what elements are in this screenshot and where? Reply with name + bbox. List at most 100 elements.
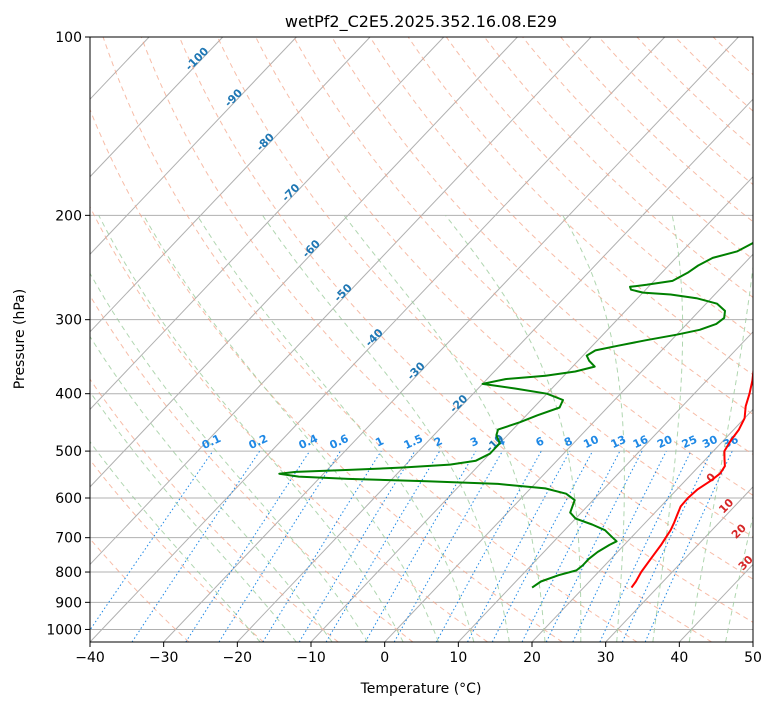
dry-adiabat-line [331,37,753,456]
isotherm-label: -20 [447,392,470,415]
isotherm-label: -80 [254,130,277,153]
mixing-ratio-label: 6 [534,434,547,449]
isotherm-line [90,37,371,333]
moist-adiabat-line [90,440,261,642]
dry-adiabat-line [445,37,753,337]
mixing-ratio-label: 3 [468,434,480,449]
moist-adiabat-line [90,272,369,642]
dry-adiabat-line [560,37,753,223]
mixing-ratio-line [435,450,542,642]
isotherm-label: -70 [279,181,302,204]
moist-adiabat-line [98,215,404,642]
plot-area: 0.1 0.2 0.4 0.6 1 1.5 2 3 4 6 8 10 13 16 20 25 30 36-100-… [0,37,775,642]
isotherm-label: -40 [363,326,386,349]
moist-adiabat-line [143,215,439,642]
dry-adiabat-line [484,37,753,298]
isotherm-line [605,486,753,642]
mixing-ratio-line [218,450,341,642]
isotherm-line [163,37,739,642]
moist-adiabat-line [652,215,684,642]
isotherm-line [90,37,224,178]
isotherm-line [678,563,753,642]
x-tick-label: −30 [149,650,179,666]
dry-adiabat-line [369,37,753,415]
mixing-ratio-line [131,450,261,642]
x-tick-label: 40 [670,650,688,666]
dry-adiabat-line [90,538,190,642]
dry-adiabat-line [90,205,488,642]
dry-adiabat-line [293,37,753,496]
y-tick-label: 700 [55,531,82,547]
x-tick-label: −10 [296,650,326,666]
mixing-ratio-line [325,450,441,642]
isotherm-line [90,37,297,256]
mixing-ratio-label: 8 [562,434,574,449]
moist-adiabat-line [90,335,333,642]
dry-adiabat-line [674,37,753,112]
moist-adiabat-line [562,215,625,642]
moist-adiabat-line [262,215,510,642]
mixing-ratio-label: 10 [581,433,601,451]
dry-adiabat-line [255,37,753,538]
x-tick-label: 20 [523,650,541,666]
y-tick-label: 800 [55,565,82,581]
mixing-ratio-line [262,450,382,642]
moist-adiabat-line [688,262,753,642]
isotherm-line [0,37,2,642]
mixing-ratio-label: 2 [432,434,444,449]
dry-adiabat-line [217,37,753,580]
mixing-ratio-line [572,450,667,642]
y-axis-label: Pressure (hPa) [12,289,28,389]
x-tick-label: 50 [744,650,762,666]
y-tick-label: 300 [55,313,82,329]
mixing-ratio-line [545,450,643,642]
dry-adiabat-line [90,378,339,642]
dry-adiabat-line [407,37,753,376]
isotherm-line [236,98,753,642]
dry-adiabat-line [178,37,753,623]
dry-adiabat-line [522,37,753,260]
dry-adiabat-line [90,294,414,642]
y-tick-label: 900 [55,595,82,611]
moist-adiabat-line [90,390,297,642]
mixing-ratio-line [393,450,503,642]
isotherm-line [457,331,753,642]
temperature-line [630,365,753,589]
y-tick-label: 1000 [46,622,82,638]
isotherm-label: -60 [300,237,323,260]
mixing-ratio-label: 20 [655,433,675,451]
y-tick-label: 600 [55,491,82,507]
mixing-ratio-line [467,450,571,642]
dry-adiabat-line [90,459,264,642]
moist-adiabat-line [196,215,475,642]
y-tick-label: 200 [55,208,82,224]
moist-adiabat-label: 10 [716,496,736,516]
dry-adiabat-line [598,37,753,186]
isotherm-line [752,641,753,642]
isotherm-line [384,253,753,642]
isotherm-line [90,37,666,642]
x-axis: −40 −30 −20 −10 0 10 20 30 40 50 [75,642,762,666]
moist-adiabat-label: 20 [729,521,749,541]
plot-clip: 0.1 0.2 0.4 0.6 1 1.5 2 3 4 6 8 10 13 16 20 25 30 36-100-… [0,37,775,642]
mixing-ratio-line [298,450,416,642]
plot-frame [89,36,754,643]
chart-title: wetPf2_C2E5.2025.352.16.08.E29 [285,12,557,32]
mixing-ratio-line [599,450,692,642]
mixing-ratio-line [90,450,214,631]
mixing-ratio-line [364,450,477,642]
mixing-ratio-line [644,450,733,642]
dry-adiabat-line [751,37,753,40]
x-tick-label: −40 [75,650,105,666]
y-tick-label: 100 [55,30,82,46]
y-tick-label: 400 [55,387,82,403]
dry-adiabat-line [636,37,753,149]
dry-adiabat-line [712,37,753,76]
x-tick-label: −20 [223,650,253,666]
x-axis-label: Temperature (°C) [360,681,482,697]
x-tick-label: 30 [597,650,615,666]
moist-adiabat-line [343,215,546,642]
mixing-ratio-label: 13 [609,433,628,451]
isotherm-line [90,37,518,488]
moist-adiabat-label: 40 [756,578,775,598]
